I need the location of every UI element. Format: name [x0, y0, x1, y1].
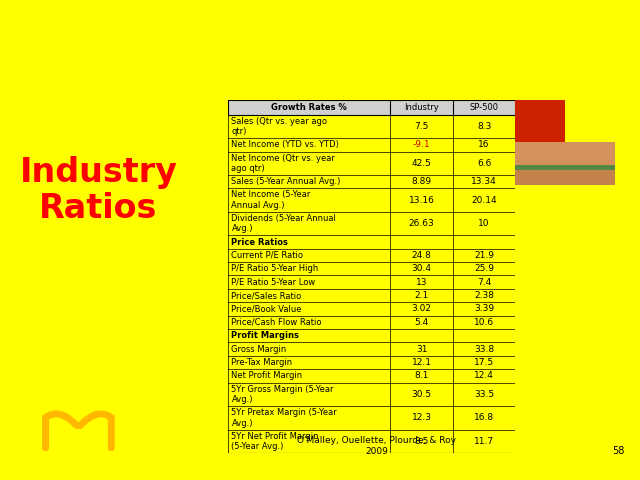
- Text: Sales (5-Year Annual Avg.): Sales (5-Year Annual Avg.): [232, 177, 341, 186]
- Text: 3.39: 3.39: [474, 304, 494, 313]
- Text: 10: 10: [478, 219, 490, 228]
- Text: 26.63: 26.63: [409, 219, 435, 228]
- Text: Sales (Qtr vs. year ago
qtr): Sales (Qtr vs. year ago qtr): [232, 117, 328, 136]
- Text: 33.8: 33.8: [474, 345, 494, 354]
- Bar: [228, 100, 515, 115]
- Text: Current P/E Ratio: Current P/E Ratio: [232, 251, 303, 260]
- Text: 8.5: 8.5: [415, 437, 429, 446]
- Text: Net Income (5-Year
Annual Avg.): Net Income (5-Year Annual Avg.): [232, 191, 311, 210]
- Text: Net Profit Margin: Net Profit Margin: [232, 372, 303, 381]
- Bar: [515, 100, 565, 143]
- Text: 58: 58: [612, 445, 625, 456]
- Text: 16: 16: [478, 140, 490, 149]
- Text: Price/Book Value: Price/Book Value: [232, 304, 302, 313]
- Text: Growth Rates %: Growth Rates %: [271, 103, 347, 112]
- Text: Pre-Tax Margin: Pre-Tax Margin: [232, 358, 292, 367]
- Text: 5Yr Gross Margin (5-Year
Avg.): 5Yr Gross Margin (5-Year Avg.): [232, 384, 334, 404]
- Text: 33.5: 33.5: [474, 390, 494, 399]
- Text: 24.8: 24.8: [412, 251, 431, 260]
- Text: SP-500: SP-500: [470, 103, 499, 112]
- Text: 5Yr Pretax Margin (5-Year
Avg.): 5Yr Pretax Margin (5-Year Avg.): [232, 408, 337, 428]
- Text: 30.5: 30.5: [412, 390, 432, 399]
- Text: 2.1: 2.1: [415, 291, 429, 300]
- Text: 12.4: 12.4: [474, 372, 494, 381]
- Text: P/E Ratio 5-Year High: P/E Ratio 5-Year High: [232, 264, 319, 273]
- Text: 7.5: 7.5: [415, 122, 429, 131]
- Text: 5.4: 5.4: [415, 318, 429, 327]
- Text: 30.4: 30.4: [412, 264, 432, 273]
- Text: Industry: Industry: [404, 103, 439, 112]
- Text: 21.9: 21.9: [474, 251, 494, 260]
- Text: Dividends (5-Year Annual
Avg.): Dividends (5-Year Annual Avg.): [232, 214, 336, 233]
- Text: 31: 31: [416, 345, 428, 354]
- Text: Industry
Ratios: Industry Ratios: [19, 156, 177, 225]
- Text: 2.38: 2.38: [474, 291, 494, 300]
- Text: 8.89: 8.89: [412, 177, 432, 186]
- Text: 17.5: 17.5: [474, 358, 494, 367]
- Text: P/E Ratio 5-Year Low: P/E Ratio 5-Year Low: [232, 278, 316, 287]
- Text: 16.8: 16.8: [474, 413, 494, 422]
- Text: Net Income (YTD vs. YTD): Net Income (YTD vs. YTD): [232, 140, 339, 149]
- Bar: [515, 166, 615, 172]
- Text: 7.4: 7.4: [477, 278, 492, 287]
- Text: 13: 13: [416, 278, 428, 287]
- Text: O'Malley, Ouellette, Plourde, & Roy
2009: O'Malley, Ouellette, Plourde, & Roy 2009: [297, 436, 456, 456]
- Text: 3.02: 3.02: [412, 304, 432, 313]
- Text: 8.3: 8.3: [477, 122, 492, 131]
- Text: Price/Cash Flow Ratio: Price/Cash Flow Ratio: [232, 318, 322, 327]
- Text: 12.1: 12.1: [412, 358, 432, 367]
- Text: Profit Margins: Profit Margins: [232, 331, 300, 340]
- Text: 8.1: 8.1: [415, 372, 429, 381]
- Bar: [515, 143, 615, 168]
- Text: Price/Sales Ratio: Price/Sales Ratio: [232, 291, 301, 300]
- Text: 42.5: 42.5: [412, 159, 431, 168]
- Text: 13.34: 13.34: [471, 177, 497, 186]
- Text: 25.9: 25.9: [474, 264, 494, 273]
- Text: Gross Margin: Gross Margin: [232, 345, 287, 354]
- Text: 6.6: 6.6: [477, 159, 492, 168]
- Text: 5Yr Net Profit Margin
(5-Year Avg.): 5Yr Net Profit Margin (5-Year Avg.): [232, 432, 319, 451]
- Text: 10.6: 10.6: [474, 318, 494, 327]
- Text: Price Ratios: Price Ratios: [232, 238, 288, 247]
- Text: 13.16: 13.16: [409, 196, 435, 204]
- Text: Net Income (Qtr vs. year
ago qtr): Net Income (Qtr vs. year ago qtr): [232, 154, 335, 173]
- Text: 20.14: 20.14: [471, 196, 497, 204]
- Bar: [515, 170, 615, 185]
- Text: -9.1: -9.1: [413, 140, 431, 149]
- Text: 12.3: 12.3: [412, 413, 432, 422]
- Text: 11.7: 11.7: [474, 437, 494, 446]
